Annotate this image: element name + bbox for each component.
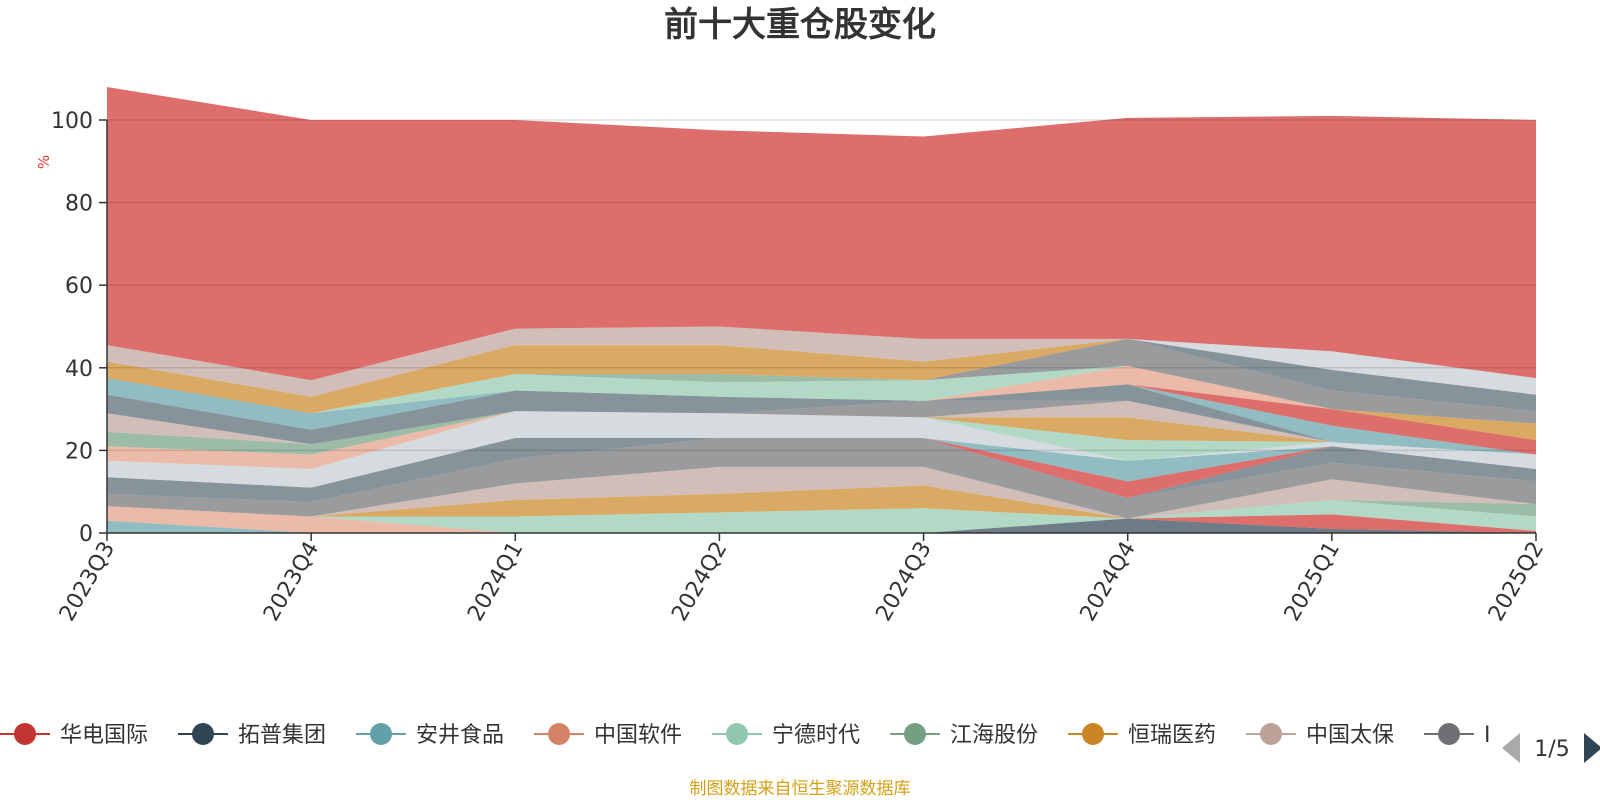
prev-page-icon[interactable]: [1502, 733, 1520, 763]
legend-marker-icon: [1438, 723, 1460, 745]
legend-label: 华电国际: [60, 723, 148, 748]
legend-label: I: [1484, 723, 1491, 748]
area-series-2: [107, 506, 1536, 533]
legend-item[interactable]: 安井食品: [356, 723, 504, 748]
area-series-14: [107, 411, 1536, 461]
x-tick-label: 2024Q1: [463, 538, 528, 626]
legend-marker-icon: [370, 723, 392, 745]
legend-item[interactable]: 华电国际: [0, 723, 148, 748]
legend-marker-icon: [192, 723, 214, 745]
area-series-group: [107, 86, 1536, 533]
legend-pager: 1/5: [1502, 733, 1600, 763]
y-axis-unit-label: %: [35, 155, 53, 169]
area-series-24: [107, 365, 1536, 424]
area-series-18: [107, 400, 1536, 455]
area-series-25: [107, 365, 1536, 424]
legend-item[interactable]: 江海股份: [890, 723, 1038, 748]
legend-label: 江海股份: [950, 723, 1038, 748]
area-series-19: [107, 384, 1536, 455]
legend-page-indicator: 1/5: [1534, 737, 1569, 762]
chart-title: 前十大重仓股变化: [664, 5, 936, 45]
area-series-4: [107, 499, 1536, 533]
area-series-13: [107, 411, 1536, 469]
area-series-6: [107, 485, 1536, 519]
y-tick-label: 0: [79, 522, 93, 547]
area-series-10: [107, 438, 1536, 498]
area-series-26: [107, 338, 1536, 424]
area-series-31: [107, 86, 1536, 381]
x-tick-label: 2025Q2: [1484, 538, 1549, 626]
area-series-3: [107, 506, 1536, 533]
x-tick-label: 2024Q4: [1076, 538, 1141, 626]
x-tick-label: 2023Q4: [259, 538, 324, 626]
area-series-30: [107, 326, 1536, 397]
legend-item[interactable]: I: [1424, 723, 1491, 748]
y-tick-label: 40: [65, 357, 93, 382]
legend-label: 宁德时代: [772, 723, 860, 748]
legend-marker-icon: [726, 723, 748, 745]
x-tick-label: 2025Q1: [1280, 538, 1345, 626]
legend-item[interactable]: 中国太保: [1246, 723, 1394, 748]
legend[interactable]: 华电国际 拓普集团 安井食品 中国软件 宁德时代 江海股份 恒瑞医药 中国太保 I: [0, 723, 1491, 748]
area-series-16: [107, 411, 1536, 455]
legend-item[interactable]: 拓普集团: [178, 723, 326, 748]
legend-label: 中国软件: [594, 723, 682, 748]
y-tick-label: 20: [65, 439, 93, 464]
y-tick-label: 100: [51, 109, 93, 134]
area-series-20: [107, 378, 1536, 455]
legend-label: 安井食品: [416, 723, 504, 748]
legend-label: 拓普集团: [238, 723, 326, 748]
next-page-icon[interactable]: [1584, 733, 1600, 763]
area-series-15: [107, 411, 1536, 455]
legend-marker-icon: [14, 723, 36, 745]
legend-item[interactable]: 恒瑞医药: [1068, 723, 1216, 748]
legend-label: 中国太保: [1306, 723, 1394, 748]
legend-label: 恒瑞医药: [1128, 723, 1216, 748]
area-series-17: [107, 400, 1536, 455]
legend-marker-icon: [904, 723, 926, 745]
legend-marker-icon: [548, 723, 570, 745]
area-series-8: [107, 438, 1536, 519]
y-tick-label: 60: [65, 274, 93, 299]
x-tick-label: 2024Q3: [871, 538, 936, 626]
legend-item[interactable]: 中国软件: [534, 723, 682, 748]
area-series-0: [107, 520, 1536, 533]
data-source-note: 制图数据来自恒生聚源数据库: [690, 779, 911, 799]
legend-item[interactable]: 宁德时代: [712, 723, 860, 748]
x-tick-label: 2024Q2: [667, 538, 732, 626]
area-series-9: [107, 438, 1536, 503]
y-tick-label: 80: [65, 192, 93, 217]
area-series-5: [107, 499, 1536, 519]
area-series-22: [107, 365, 1536, 441]
area-series-7: [107, 466, 1536, 519]
x-tick-label: 2023Q3: [55, 538, 120, 626]
area-series-29: [107, 338, 1536, 414]
legend-marker-icon: [1260, 723, 1282, 745]
area-series-12: [107, 411, 1536, 488]
legend-marker-icon: [1082, 723, 1104, 745]
grid-lines: [107, 119, 1536, 452]
